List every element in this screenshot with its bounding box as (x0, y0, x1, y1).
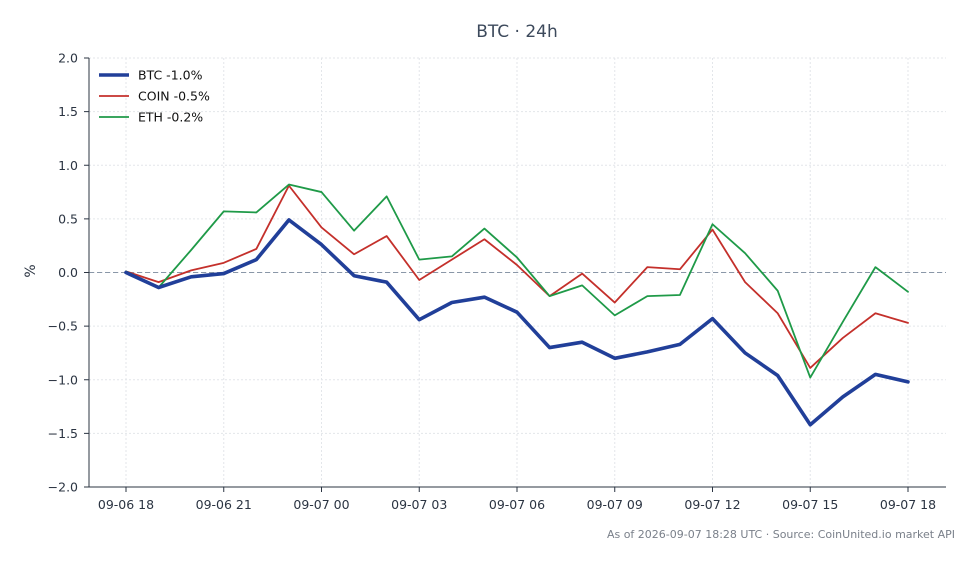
y-tick-label: 1.0 (58, 158, 78, 173)
y-tick-label: −1.5 (48, 426, 78, 441)
y-tick-label: 1.5 (58, 104, 78, 119)
x-tick-label: 09-06 18 (98, 497, 154, 512)
x-axis-ticks: 09-06 18 09-06 21 09-07 00 09-07 03 09-07 06… (98, 487, 936, 512)
source-footer: As of 2026-09-07 18:28 UTC · Source: Coi… (607, 528, 955, 541)
y-tick-label: 0.5 (58, 211, 78, 226)
legend: BTC -1.0% COIN -0.5% ETH -0.2% (99, 68, 210, 125)
y-axis-label: % (23, 264, 39, 277)
y-tick-label: −2.0 (48, 480, 78, 495)
series-line-0 (124, 218, 910, 427)
legend-label: COIN -0.5% (138, 89, 210, 104)
x-tick-label: 09-07 15 (782, 497, 838, 512)
x-tick-label: 09-07 09 (587, 497, 643, 512)
y-tick-label: −1.0 (48, 372, 78, 387)
legend-label: BTC -1.0% (138, 68, 203, 83)
x-tick-label: 09-07 06 (489, 497, 545, 512)
x-tick-label: 09-07 03 (391, 497, 447, 512)
chart-title: BTC · 24h (476, 22, 558, 42)
x-tick-label: 09-07 00 (293, 497, 349, 512)
y-tick-label: 0.0 (58, 265, 78, 280)
y-tick-label: 2.0 (58, 51, 78, 66)
x-tick-label: 09-06 21 (196, 497, 252, 512)
x-tick-label: 09-07 18 (880, 497, 936, 512)
x-tick-label: 09-07 12 (684, 497, 740, 512)
series-lines (124, 183, 910, 427)
series-line-2 (125, 183, 909, 379)
y-tick-label: −0.5 (48, 319, 78, 334)
y-axis-ticks: 2.0 1.5 1.0 0.5 0.0 −0.5 −1.0 −1.5 −2.0 (48, 51, 89, 495)
grid (89, 57, 946, 488)
legend-label: ETH -0.2% (138, 110, 203, 125)
series-line-1 (125, 184, 909, 369)
